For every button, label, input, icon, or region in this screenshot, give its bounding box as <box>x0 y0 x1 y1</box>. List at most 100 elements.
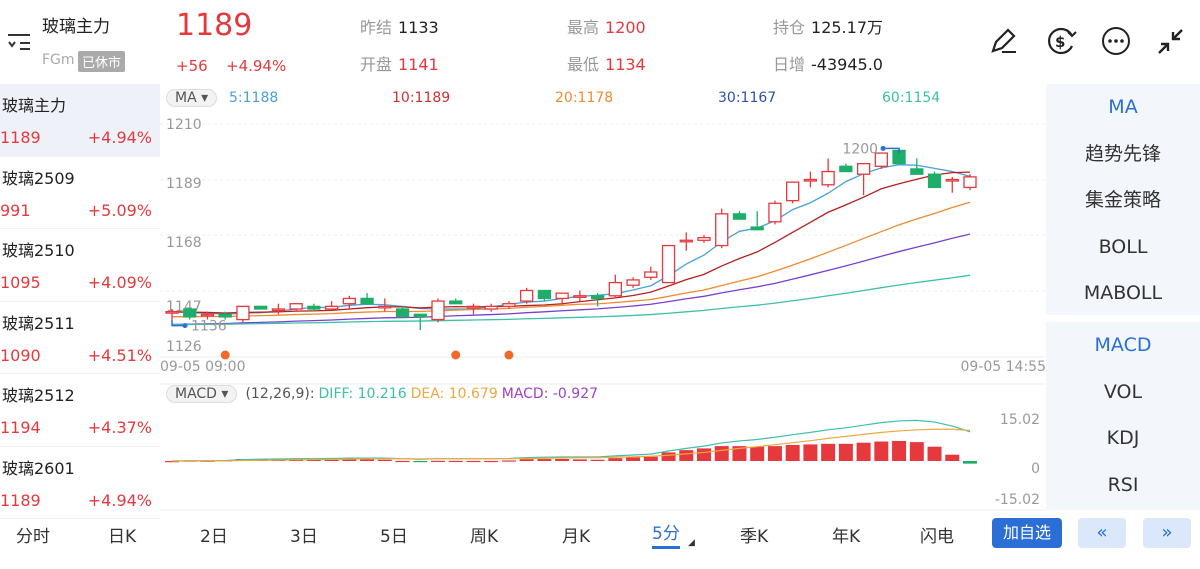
candle-body <box>661 244 676 284</box>
candle-body <box>360 297 374 305</box>
contract-price: 1090 <box>0 345 41 365</box>
indicator-ma[interactable]: MA <box>1108 96 1138 118</box>
tab-1[interactable]: 日K <box>108 526 137 547</box>
ma-indicator-select[interactable]: MA ▾ <box>166 89 218 107</box>
indicator-kdj[interactable]: KDJ <box>1106 427 1140 449</box>
indicator-vol[interactable]: VOL <box>1103 380 1143 403</box>
contract-pct: +4.09% <box>87 273 152 292</box>
tab-5[interactable]: 周K <box>470 526 499 547</box>
candle-body <box>715 213 729 247</box>
contract-price: 1194 <box>0 418 41 437</box>
x-label-start: 09-05 09:00 <box>160 359 245 375</box>
macd-bar <box>927 446 942 461</box>
contract-item[interactable]: 玻璃2601 1189 +4.94% <box>0 447 160 519</box>
event-marker <box>220 350 230 360</box>
contract-price: 1095 <box>0 273 41 292</box>
sub-indicator-panel: MACD VOL KDJ RSI <box>1046 322 1200 510</box>
tab-9[interactable]: 年K <box>832 526 861 547</box>
candle-body <box>679 239 693 243</box>
max-marker-dot <box>880 145 886 151</box>
instrument-code: FGm <box>42 52 75 68</box>
candle-body <box>271 308 286 312</box>
prev-button[interactable]: « <box>1078 518 1126 548</box>
stat-label: 最高 <box>567 18 600 37</box>
stat-value: -43945.0 <box>811 55 883 74</box>
candle-body <box>484 305 498 310</box>
main-indicator-panel: MA 趋势先锋集金策略 BOLL MABOLL <box>1046 84 1200 315</box>
contract-item[interactable]: 玻璃2509 991 +5.09% <box>0 157 160 229</box>
collapse-icon[interactable] <box>1156 27 1186 61</box>
candle-body <box>750 226 764 231</box>
contract-item[interactable]: 玻璃主力 1189 +4.94% <box>0 84 160 157</box>
candle-body <box>644 271 658 278</box>
candle-body <box>183 308 197 318</box>
menu-toggle-icon[interactable] <box>8 32 32 52</box>
tab-6[interactable]: 月K <box>562 526 591 547</box>
tab-8[interactable]: 季K <box>740 526 769 547</box>
stat-label: 持仓 <box>773 18 806 37</box>
candle-body <box>555 292 569 300</box>
candle-body <box>697 236 711 241</box>
candle-body <box>963 176 977 189</box>
candle-body <box>342 297 356 305</box>
currency-exchange-icon[interactable]: $ <box>1044 24 1078 62</box>
pen-icon[interactable] <box>988 26 1018 60</box>
indicator-集金策略[interactable]: 集金策略 <box>1084 189 1161 211</box>
candle-body <box>413 313 427 318</box>
add-watchlist-button[interactable]: 加自选 <box>992 518 1062 548</box>
macd-bar <box>838 443 853 461</box>
macd-y-tick: 0 <box>1031 461 1040 477</box>
next-button[interactable]: » <box>1143 518 1191 548</box>
candle-body <box>573 295 587 298</box>
candle-body <box>289 303 303 310</box>
macd-bar <box>626 457 641 461</box>
macd-bar <box>856 442 871 461</box>
candle-body <box>466 305 481 309</box>
indicator-macd[interactable]: MACD <box>1094 334 1152 356</box>
max-marker-line <box>883 147 900 154</box>
macd-bar <box>697 448 711 461</box>
tab-4[interactable]: 5日 <box>380 526 408 547</box>
tab-3[interactable]: 3日 <box>290 526 318 547</box>
indicator-boll[interactable]: BOLL <box>1098 235 1148 258</box>
macd-bar <box>643 456 658 461</box>
macd-indicator-select[interactable]: MACD ▾ <box>166 385 238 403</box>
candle-body <box>856 162 871 175</box>
candle-body <box>768 202 782 223</box>
ma10-value: 10:1189 <box>392 90 451 106</box>
candle-body <box>945 178 959 182</box>
indicator-maboll[interactable]: MABOLL <box>1083 282 1163 304</box>
more-icon[interactable] <box>1100 25 1132 61</box>
macd-params: (12,26,9): <box>245 386 315 402</box>
indicator-rsi[interactable]: RSI <box>1107 473 1139 496</box>
macd-bar <box>395 460 410 463</box>
period-menu-icon: ◢ <box>688 538 695 548</box>
macd-bar <box>785 444 800 461</box>
stat-0: 昨结 1133 <box>360 14 439 38</box>
candle-body <box>803 178 818 182</box>
indicator-趋势先锋[interactable]: 趋势先锋 <box>1084 142 1161 165</box>
tab-7[interactable]: 5分 <box>652 519 680 549</box>
contract-item[interactable]: 玻璃2511 1090 +4.51% <box>0 302 160 374</box>
macd-value: MACD: -0.927 <box>501 386 599 402</box>
event-marker <box>504 350 514 360</box>
tab-2[interactable]: 2日 <box>200 526 228 547</box>
tab-10[interactable]: 闪电 <box>920 526 954 547</box>
contract-pct: +4.51% <box>87 345 152 365</box>
candle-body <box>431 300 445 321</box>
macd-bar <box>909 442 924 461</box>
contract-item[interactable]: 玻璃2510 1095 +4.09% <box>0 229 160 302</box>
stat-label: 最低 <box>567 55 600 74</box>
candle-body <box>324 305 339 310</box>
contract-name: 玻璃2509 <box>2 168 75 188</box>
contract-item[interactable]: 玻璃2512 1194 +4.37% <box>0 374 160 447</box>
diff-line <box>171 419 971 462</box>
max-price-label: 1200 <box>842 141 878 157</box>
candle-body <box>910 168 924 175</box>
instrument-name: 玻璃主力 <box>42 17 110 37</box>
ma30-value: 30:1167 <box>718 90 777 106</box>
macd-bar <box>750 446 765 461</box>
tab-0[interactable]: 分时 <box>16 526 50 547</box>
ma60-line <box>171 274 971 326</box>
